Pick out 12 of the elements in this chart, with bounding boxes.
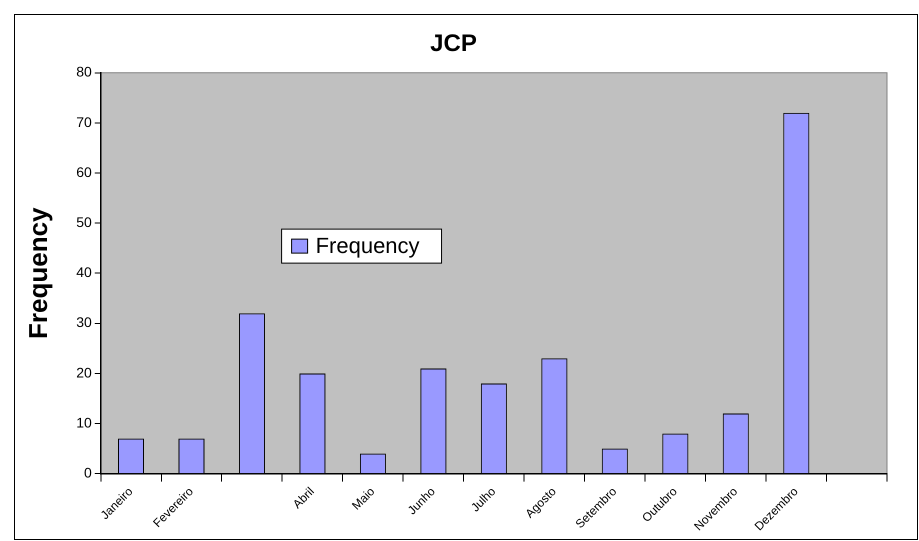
y-tick-label: 20 <box>76 364 92 380</box>
y-axis-title: Frequency <box>22 206 53 339</box>
y-tick-label: 60 <box>76 164 92 180</box>
y-tick-label: 40 <box>76 264 92 280</box>
y-tick-label: 80 <box>76 64 92 80</box>
y-tick-label: 0 <box>84 464 92 481</box>
chart-title: JCP <box>430 30 477 58</box>
y-tick-label: 30 <box>76 314 92 330</box>
legend-label: Frequency <box>316 233 420 258</box>
y-tick-label: 70 <box>76 114 92 130</box>
y-tick-label: 50 <box>76 214 92 230</box>
y-tick-label: 10 <box>76 414 92 430</box>
